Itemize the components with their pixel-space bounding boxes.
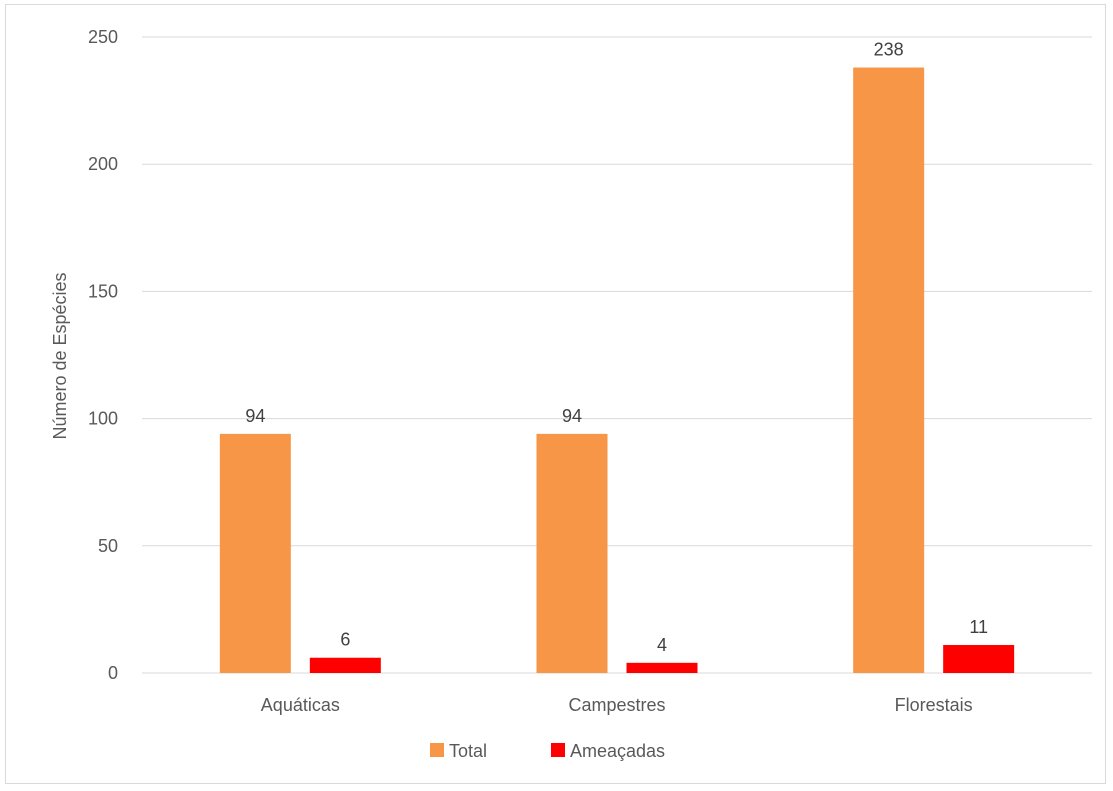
bar-total-aquáticas — [219, 433, 291, 673]
data-label: 4 — [657, 635, 667, 655]
bar-total-florestais — [853, 67, 925, 673]
y-tick-label: 0 — [108, 663, 118, 683]
bar-ameaçadas-florestais — [943, 645, 1015, 673]
y-tick-label: 50 — [98, 536, 118, 556]
legend: Total Ameaçadas — [430, 741, 665, 761]
bar-ameaçadas-campestres — [626, 662, 698, 673]
y-tick-label: 200 — [88, 154, 118, 174]
x-tick-label: Florestais — [895, 695, 973, 715]
gridlines — [142, 36, 1092, 674]
legend-label-ameaçadas: Ameaçadas — [570, 741, 665, 761]
bar-ameaçadas-aquáticas — [309, 657, 381, 673]
data-label: 11 — [969, 617, 988, 637]
data-label: 6 — [340, 630, 350, 650]
x-tick-label: Campestres — [568, 695, 665, 715]
y-tick-label: 150 — [88, 281, 118, 301]
legend-label-total: Total — [449, 741, 487, 761]
data-labels: 94 6 94 4 238 11 — [245, 40, 988, 655]
data-label: 94 — [245, 406, 265, 426]
y-axis-title: Número de Espécies — [50, 272, 70, 439]
x-tick-label: Aquáticas — [261, 695, 340, 715]
x-axis-ticks: Aquáticas Campestres Florestais — [261, 695, 973, 715]
data-label: 238 — [874, 40, 904, 60]
data-label: 94 — [562, 406, 582, 426]
y-axis-ticks: 0 50 100 150 200 250 — [88, 27, 118, 683]
legend-swatch-ameaçadas — [551, 743, 565, 757]
bars — [219, 67, 1015, 673]
legend-swatch-total — [430, 743, 444, 757]
y-tick-label: 100 — [88, 409, 118, 429]
y-tick-label: 250 — [88, 27, 118, 47]
bar-total-campestres — [536, 433, 608, 673]
